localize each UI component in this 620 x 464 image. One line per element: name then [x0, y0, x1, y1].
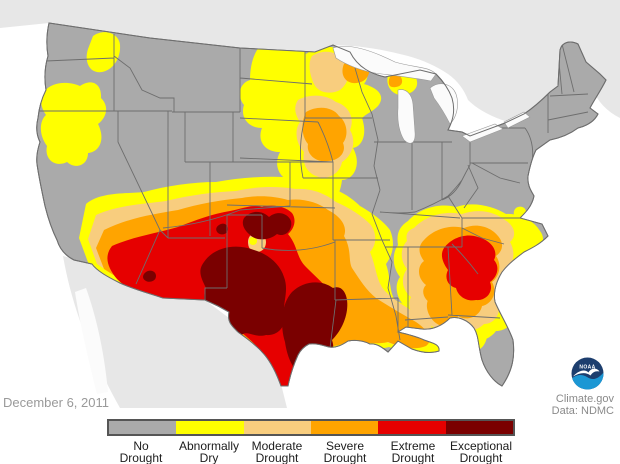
gulf-of-california	[75, 288, 108, 394]
legend-label-exceptional: Exceptional Drought	[449, 439, 513, 464]
legend-color-bar	[107, 419, 515, 436]
legend-swatch-no-drought	[109, 421, 177, 434]
attribution-source: Climate.gov	[555, 393, 614, 405]
legend-swatch-extreme	[378, 421, 446, 434]
legend-swatch-abnormally-dry	[176, 421, 244, 434]
drought-legend: No Drought Abnormally Dry Moderate Drought …	[107, 419, 515, 464]
date-label: December 6, 2011	[3, 395, 109, 410]
canada-region	[0, 0, 620, 122]
legend-label-extreme: Extreme Drought	[390, 439, 436, 464]
noaa-logo: NOAA	[571, 357, 604, 390]
legend-label-severe: Severe Drought	[323, 439, 367, 464]
lake-erie	[461, 123, 504, 143]
state-borders	[36, 34, 589, 349]
lake-michigan	[397, 89, 416, 144]
legend-labels: No Drought Abnormally Dry Moderate Drought …	[107, 440, 515, 464]
attribution-data: Data: NDMC	[551, 404, 614, 417]
attribution: Climate.gov Data: NDMC	[551, 393, 614, 417]
legend-label-no-drought: No Drought	[119, 439, 163, 464]
legend-swatch-exceptional	[445, 421, 513, 434]
legend-label-abnormally-dry: Abnormally Dry	[178, 439, 240, 464]
lake-ontario	[503, 111, 531, 129]
legend-swatch-moderate	[243, 421, 311, 434]
drought-patch-abnormally-dry	[249, 237, 257, 245]
noaa-logo-sea	[571, 372, 604, 390]
us-drought-map: NOAA	[0, 0, 620, 408]
legend-label-moderate: Moderate Drought	[251, 439, 303, 464]
legend-swatch-severe	[310, 421, 379, 434]
noaa-logo-gull-icon	[573, 368, 600, 377]
mexico-region	[63, 256, 287, 408]
noaa-logo-text: NOAA	[579, 365, 595, 371]
